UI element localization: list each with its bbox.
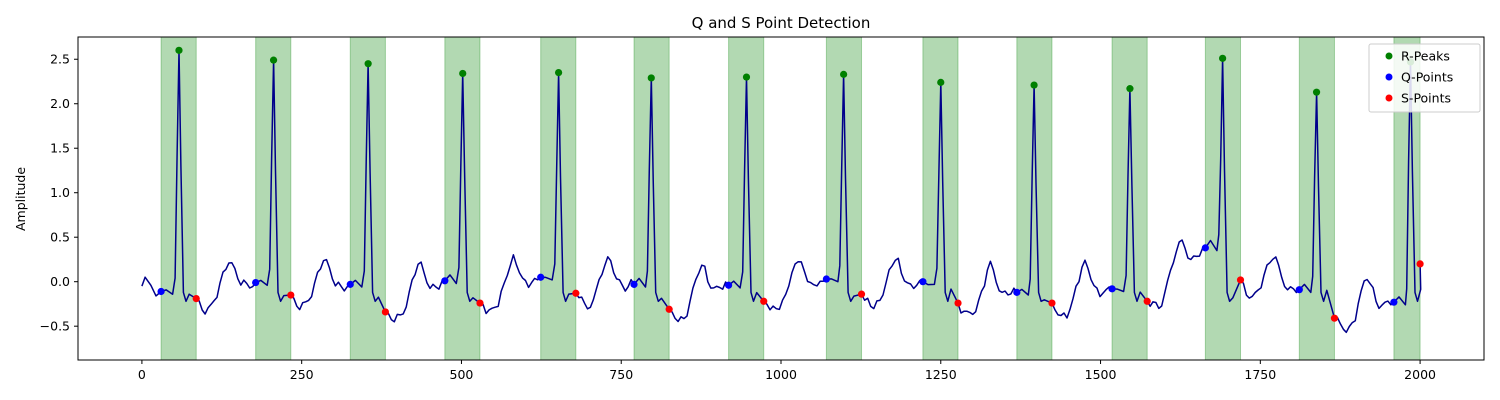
y-tick-label: 2.5 (50, 52, 70, 67)
s-point-marker (381, 308, 390, 316)
s-point-marker (287, 291, 295, 299)
s-point-marker (1048, 299, 1056, 307)
q-point-marker (1390, 298, 1398, 306)
x-tick-label: 250 (290, 367, 314, 382)
r-peak-marker (175, 46, 183, 54)
r-peak-marker (364, 60, 372, 68)
x-tick-label: 1250 (925, 367, 957, 382)
q-point-marker (346, 280, 354, 288)
r-peak-marker (1312, 88, 1321, 96)
r-peak-marker (1219, 54, 1227, 62)
q-point-marker (1108, 285, 1116, 293)
r-peak-marker (459, 69, 467, 78)
s-point-marker (1143, 297, 1151, 305)
s-point-marker (1330, 314, 1339, 322)
legend-marker-r-peaks (1385, 52, 1393, 60)
q-point-marker (1201, 244, 1209, 252)
s-point-marker (192, 295, 200, 303)
x-tick-label: 750 (609, 367, 633, 382)
x-tick-label: 500 (450, 367, 474, 382)
y-tick-label: 0.5 (50, 230, 70, 245)
q-point-marker (1013, 288, 1021, 296)
q-point-marker (537, 273, 545, 281)
s-point-marker (760, 297, 768, 305)
x-tick-label: 1750 (1244, 367, 1276, 382)
ecg-signal-line (141, 49, 1422, 334)
legend-marker-q-points (1385, 73, 1393, 81)
legend-label-q-points: Q-Points (1401, 70, 1453, 85)
y-tick-label: 2.0 (50, 96, 70, 111)
q-point-marker (822, 275, 830, 283)
q-point-marker (441, 277, 449, 285)
s-point-marker (665, 305, 673, 313)
s-point-marker (476, 299, 484, 307)
r-peak-marker (1030, 81, 1038, 89)
q-point-marker (252, 278, 260, 287)
axes-layer: 0 250 500 750 1000 1250 1500 1750 2000 −0.5 0.0 0.5… (40, 36, 1485, 382)
r-peak-marker (647, 74, 655, 82)
q-point-marker (630, 280, 638, 288)
legend: R-Peaks Q-Points S-Points (1368, 43, 1481, 113)
y-axis-label: Amplitude (13, 167, 28, 231)
legend-marker-s-points (1385, 94, 1393, 102)
r-peak-marker (937, 78, 945, 86)
r-peak-marker (1126, 85, 1134, 93)
legend-box (1368, 43, 1481, 113)
s-point-marker (1416, 260, 1424, 268)
q-point-marker (724, 281, 733, 289)
y-tick-label: −0.5 (40, 319, 70, 334)
s-point-marker (857, 290, 866, 298)
x-tick-label: 2000 (1404, 367, 1436, 382)
legend-label-s-points: S-Points (1401, 91, 1451, 106)
legend-label-r-peaks: R-Peaks (1401, 49, 1450, 64)
y-tick-label: 1.0 (50, 185, 70, 200)
r-peak-marker (742, 73, 751, 81)
q-point-marker (919, 278, 927, 286)
y-tick-label: 1.5 (50, 141, 70, 156)
chart-title: Q and S Point Detection (692, 14, 871, 32)
y-tick-label: 0.0 (50, 274, 70, 289)
r-peak-marker (840, 70, 848, 78)
s-point-marker (572, 289, 580, 297)
x-tick-label: 0 (138, 367, 146, 382)
s-point-marker (954, 299, 962, 307)
q-point-marker (157, 287, 165, 296)
r-peak-marker (269, 56, 278, 64)
q-point-marker (1295, 286, 1303, 294)
qrs-span (1298, 36, 1335, 361)
r-peak-marker (554, 68, 563, 77)
x-tick-label: 1000 (765, 367, 797, 382)
s-point-marker (1236, 276, 1245, 284)
detection-markers-layer (157, 46, 1424, 322)
x-tick-label: 1500 (1085, 367, 1117, 382)
